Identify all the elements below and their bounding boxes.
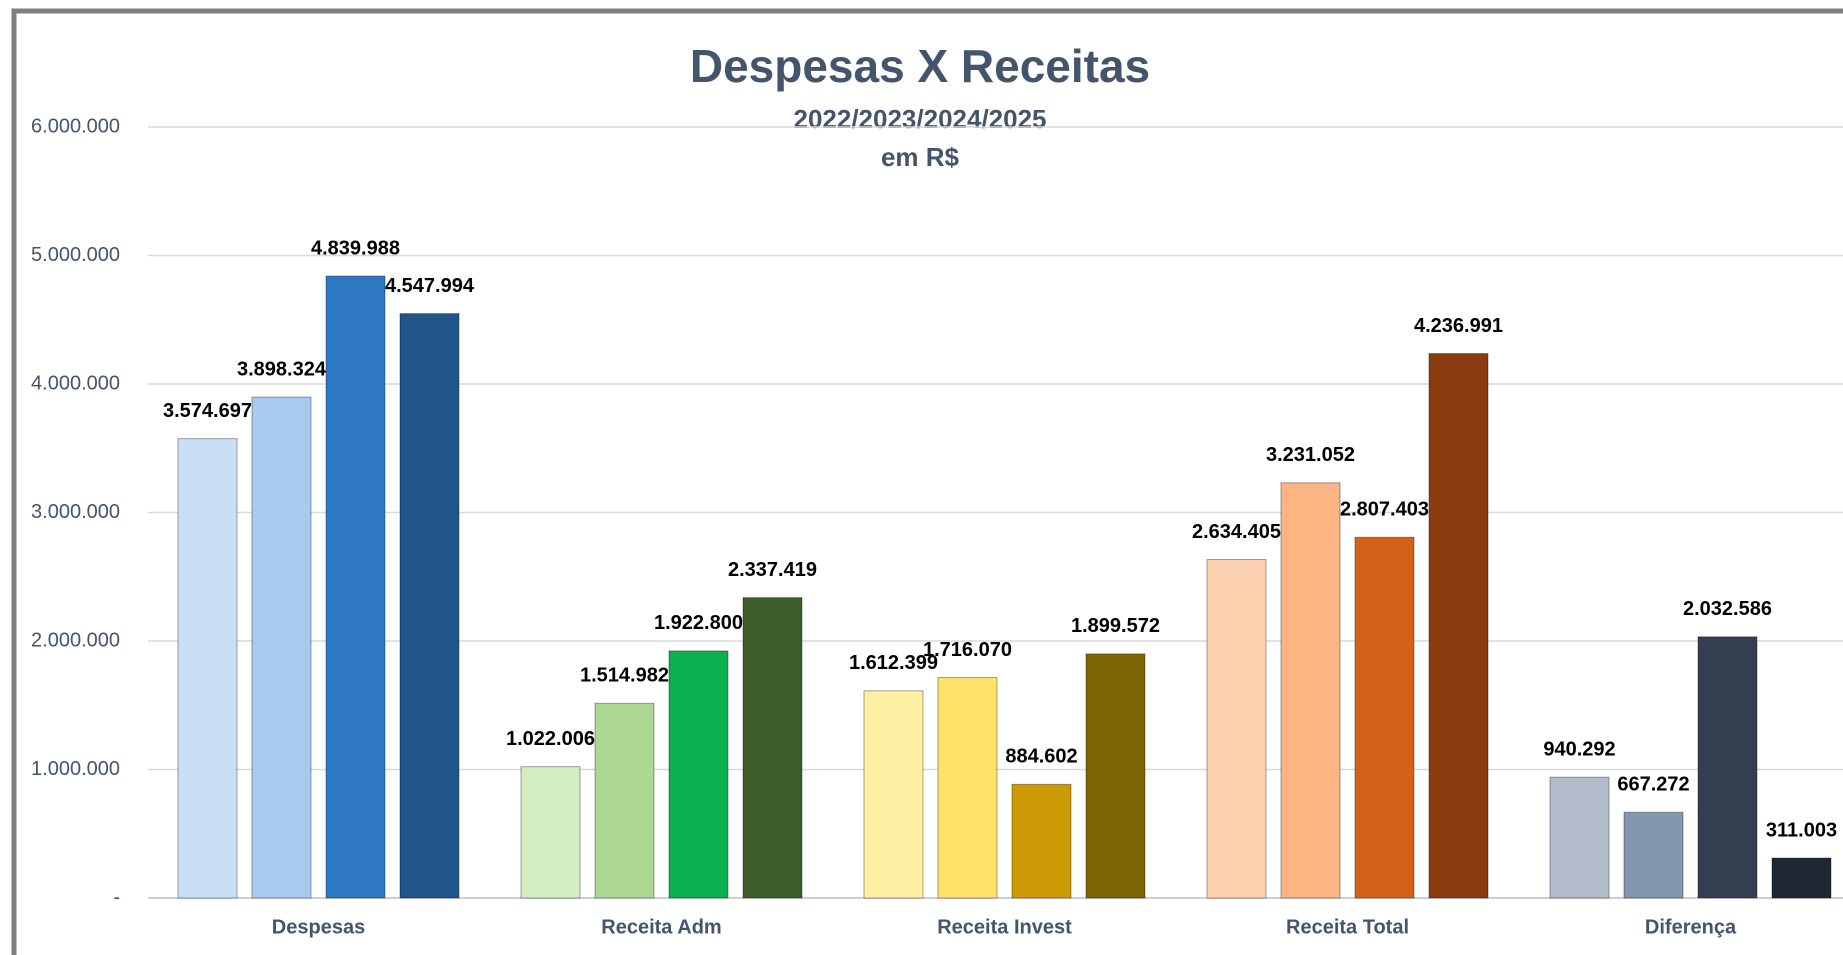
y-tick-label: 2.000.000 [31, 629, 120, 651]
value-label: 2.032.586 [1683, 598, 1772, 620]
value-label: 667.272 [1617, 774, 1689, 796]
value-label: 2.337.419 [728, 559, 817, 581]
value-label: 4.839.988 [311, 237, 400, 259]
x-tick-label: Despesas [272, 916, 365, 938]
y-tick-label: 1.000.000 [31, 758, 120, 780]
y-tick-label: 6.000.000 [31, 115, 120, 137]
bar [668, 650, 729, 899]
value-label: 2.807.403 [1340, 499, 1429, 521]
bar [1354, 536, 1415, 899]
value-label: 2.634.405 [1192, 521, 1281, 543]
value-label: 311.003 [1766, 819, 1837, 841]
bar [1011, 783, 1072, 899]
value-label: 1.899.572 [1071, 615, 1160, 637]
y-tick-label: 5.000.000 [31, 244, 120, 266]
bar [1206, 558, 1267, 899]
bar [1771, 857, 1832, 899]
bar [1623, 811, 1684, 899]
y-tick-label: 3.000.000 [31, 501, 120, 523]
value-label: 3.574.697 [163, 400, 252, 422]
bar [742, 597, 803, 899]
value-label: 884.602 [1005, 746, 1077, 768]
bar [1428, 353, 1489, 899]
value-label: 1.716.070 [923, 639, 1012, 661]
bar [1085, 653, 1146, 899]
bar [937, 676, 998, 899]
bar [1549, 776, 1610, 899]
value-label: 3.231.052 [1266, 444, 1355, 466]
bar [594, 702, 655, 899]
bar [325, 275, 386, 899]
value-label: 1.514.982 [580, 665, 669, 687]
bar [399, 313, 460, 899]
value-label: 1.612.399 [849, 652, 938, 674]
bar [1280, 482, 1341, 899]
x-tick-label: Receita Adm [601, 916, 721, 938]
value-label: 940.292 [1543, 738, 1615, 760]
value-label: 4.547.994 [385, 275, 475, 297]
value-label: 1.922.800 [654, 612, 743, 634]
chart-subtitle: em R$ [881, 142, 960, 172]
value-label: 1.022.006 [506, 728, 595, 750]
x-tick-label: Receita Invest [937, 916, 1072, 938]
chart-title: Despesas X Receitas [690, 40, 1150, 92]
chart-frame [11, 8, 1843, 955]
y-tick-label: - [113, 886, 120, 908]
chart-subtitle: 2022/2023/2024/2025 [793, 104, 1046, 134]
bar [177, 438, 238, 899]
value-label: 4.236.991 [1414, 315, 1503, 337]
x-tick-label: Diferença [1645, 916, 1737, 938]
bar [1697, 636, 1758, 899]
bar [520, 766, 581, 899]
x-tick-label: Receita Total [1286, 916, 1409, 938]
value-label: 3.898.324 [237, 358, 327, 380]
y-tick-label: 4.000.000 [31, 372, 120, 394]
bar [251, 396, 312, 899]
bar [863, 690, 924, 899]
